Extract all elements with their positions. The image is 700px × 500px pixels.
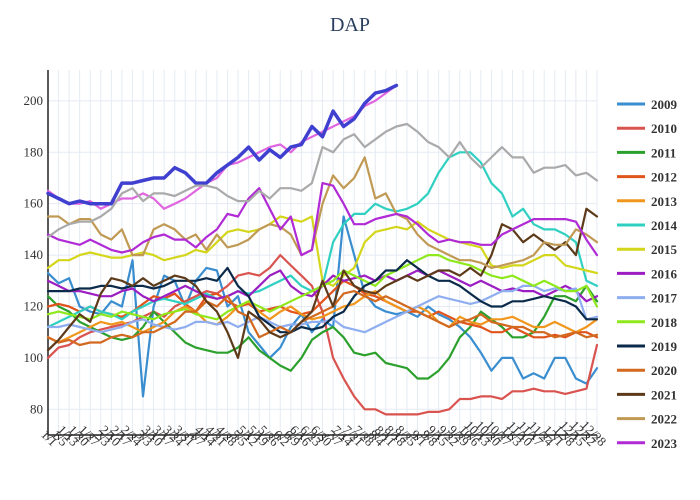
series-line-2019 [46, 259, 599, 334]
legend-label-2023: 2023 [651, 436, 678, 451]
series-line-2025 [46, 122, 599, 239]
legend-label-2010: 2010 [651, 121, 677, 136]
series-line-2018 [46, 254, 599, 321]
legend-label-2011: 2011 [651, 145, 676, 160]
legend-label-2019: 2019 [651, 339, 678, 354]
legend-label-2022: 2022 [651, 412, 677, 427]
series-line-2022 [46, 156, 599, 269]
series-line-2024 [46, 83, 399, 206]
legend-label-2009: 2009 [651, 97, 678, 112]
y-tick-label: 160 [24, 196, 44, 211]
y-tick-label: 120 [24, 298, 44, 313]
y-tick-label: 180 [24, 144, 44, 159]
y-tick-label: 80 [30, 401, 43, 416]
series-line-2009 [46, 215, 599, 398]
series-line-2021 [46, 207, 599, 359]
series-line-2012 [46, 279, 599, 339]
series-line-2020 [46, 290, 599, 347]
y-tick-label: 140 [24, 247, 44, 262]
legend-label-2020: 2020 [651, 363, 677, 378]
y-tick-label: 200 [24, 93, 44, 108]
legend-label-2014: 2014 [651, 218, 678, 233]
series-line-2013 [46, 290, 599, 344]
series-line-2024 [46, 84, 398, 210]
series-line-2023 [46, 182, 599, 257]
legend-label-2016: 2016 [651, 266, 678, 281]
legend-label-2012: 2012 [651, 170, 677, 185]
legend-label-2015: 2015 [651, 242, 678, 257]
legend-label-2021: 2021 [651, 387, 677, 402]
legend-label-2013: 2013 [651, 194, 678, 209]
y-tick-label: 100 [24, 350, 44, 365]
legend-label-2018: 2018 [651, 315, 678, 330]
legend-label-2017: 2017 [651, 291, 678, 306]
chart-title: DAP [329, 14, 370, 36]
series-line-2017 [46, 284, 599, 334]
